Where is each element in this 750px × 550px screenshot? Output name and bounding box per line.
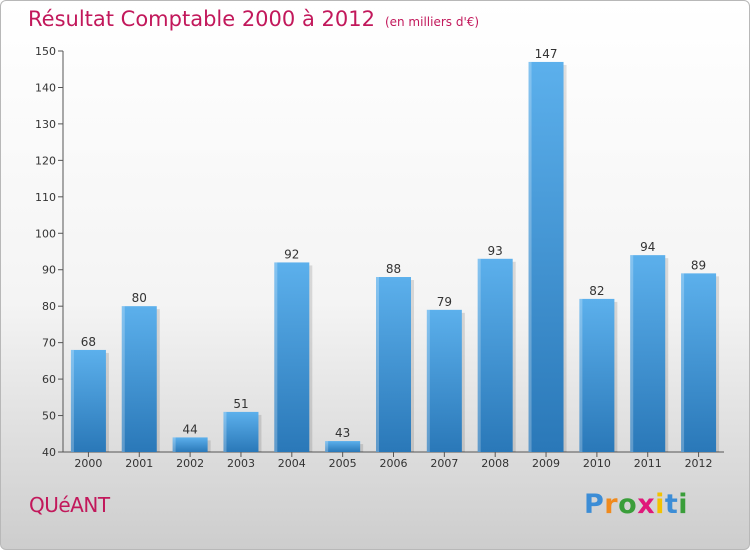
logo-letter: r <box>604 489 619 520</box>
logo-letter: i <box>678 489 689 520</box>
y-tick-label: 130 <box>35 118 56 131</box>
bar-highlight <box>325 441 329 452</box>
title-text: Résultat Comptable 2000 à 2012 <box>28 7 375 31</box>
bar-value-label: 147 <box>535 47 558 61</box>
bar-value-label: 89 <box>691 258 706 272</box>
x-tick-label: 2005 <box>329 457 357 470</box>
bar-value-label: 79 <box>437 295 452 309</box>
bar-highlight <box>376 277 379 452</box>
bar-group: 43 <box>325 426 364 452</box>
bar-group: 44 <box>172 422 211 452</box>
proxiti-logo: Proxiti <box>584 489 688 520</box>
bar-highlight <box>477 258 481 452</box>
y-tick-label: 70 <box>42 337 56 350</box>
bar-group: 89 <box>681 258 720 452</box>
x-tick-label: 2002 <box>176 457 204 470</box>
bar-value-label: 68 <box>81 335 96 349</box>
bar <box>274 262 310 452</box>
logo-letter: o <box>618 489 638 520</box>
bar <box>630 255 666 452</box>
bar-group: 80 <box>121 291 160 452</box>
bar-group: 92 <box>274 247 313 452</box>
bar-value-label: 80 <box>132 291 147 305</box>
x-tick-label: 2006 <box>380 457 408 470</box>
x-tick-label: 2007 <box>430 457 458 470</box>
y-tick-label: 140 <box>35 81 56 94</box>
bar-highlight <box>172 437 176 452</box>
bar-highlight <box>528 61 532 452</box>
x-tick-label: 2010 <box>583 457 611 470</box>
bar <box>70 349 106 452</box>
x-tick-label: 2001 <box>125 457 153 470</box>
bar-value-label: 82 <box>589 284 604 298</box>
bar <box>477 258 513 452</box>
bar-value-label: 44 <box>182 422 197 436</box>
commune-name: QUéANT <box>29 493 110 517</box>
x-axis: 2000 2001 2002 2003 2004 2005 2006 2007 2008 2009… <box>63 451 724 470</box>
bar-group: 94 <box>630 240 669 452</box>
bar-value-label: 93 <box>488 244 503 258</box>
bars: 68 80 44 51 92 43 88 79 93 147 82 94 89 <box>70 47 720 452</box>
y-tick-label: 90 <box>42 264 56 277</box>
bar <box>121 306 157 452</box>
bar-group: 51 <box>223 397 262 452</box>
x-tick-label: 2008 <box>481 457 509 470</box>
bar-group: 93 <box>477 244 516 452</box>
bar-value-label: 51 <box>233 397 248 411</box>
bar-highlight <box>274 262 278 452</box>
y-tick-label: 150 <box>35 45 56 58</box>
logo-letter: x <box>637 489 656 520</box>
title-unit: (en milliers d'€) <box>384 15 480 29</box>
bar-highlight <box>681 273 685 452</box>
bar-highlight <box>630 255 634 452</box>
bar-highlight <box>70 349 74 452</box>
chart-title: Résultat Comptable 2000 à 2012 (en millie… <box>28 7 479 31</box>
bar-value-label: 88 <box>386 262 401 276</box>
logo-letter: P <box>584 489 605 520</box>
bar-highlight <box>579 298 583 452</box>
bar-value-label: 43 <box>335 426 350 440</box>
logo-letter: i <box>655 489 665 520</box>
bar <box>325 441 361 452</box>
bar <box>528 61 564 452</box>
bar <box>376 277 411 452</box>
y-tick-label: 80 <box>42 300 56 313</box>
bar-highlight <box>426 309 430 452</box>
x-tick-label: 2000 <box>74 457 102 470</box>
bar-highlight <box>121 306 125 452</box>
x-tick-label: 2012 <box>685 457 713 470</box>
logo-letter: t <box>664 489 679 520</box>
y-tick-label: 110 <box>35 191 56 204</box>
bar <box>681 273 717 452</box>
bar-group: 88 <box>376 262 414 452</box>
bar <box>223 411 259 452</box>
y-tick-label: 40 <box>42 446 56 459</box>
y-tick-label: 60 <box>42 373 56 386</box>
bar <box>172 437 208 452</box>
bar <box>579 298 615 452</box>
bar-group: 82 <box>579 284 618 452</box>
y-tick-label: 50 <box>42 410 56 423</box>
bar-value-label: 94 <box>640 240 655 254</box>
bar-group: 147 <box>528 47 567 452</box>
bar <box>426 309 462 452</box>
bar-value-label: 92 <box>284 247 299 261</box>
bar-group: 68 <box>70 335 109 452</box>
bar-group: 79 <box>426 295 465 452</box>
y-tick-label: 100 <box>35 227 56 240</box>
x-tick-label: 2003 <box>227 457 255 470</box>
x-tick-label: 2004 <box>278 457 306 470</box>
y-tick-label: 120 <box>35 154 56 167</box>
x-tick-label: 2011 <box>634 457 662 470</box>
bar-highlight <box>223 411 227 452</box>
x-tick-label: 2009 <box>532 457 560 470</box>
y-axis: 40 50 60 70 80 90 100 110 120 130 140 150 <box>35 45 64 459</box>
